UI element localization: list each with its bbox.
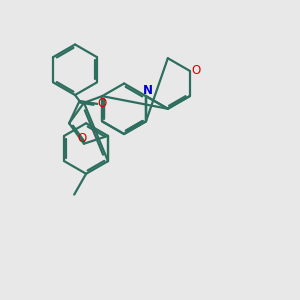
Text: O: O (78, 132, 87, 145)
Text: O: O (97, 98, 106, 110)
Text: N: N (142, 84, 152, 97)
Text: O: O (191, 64, 200, 77)
